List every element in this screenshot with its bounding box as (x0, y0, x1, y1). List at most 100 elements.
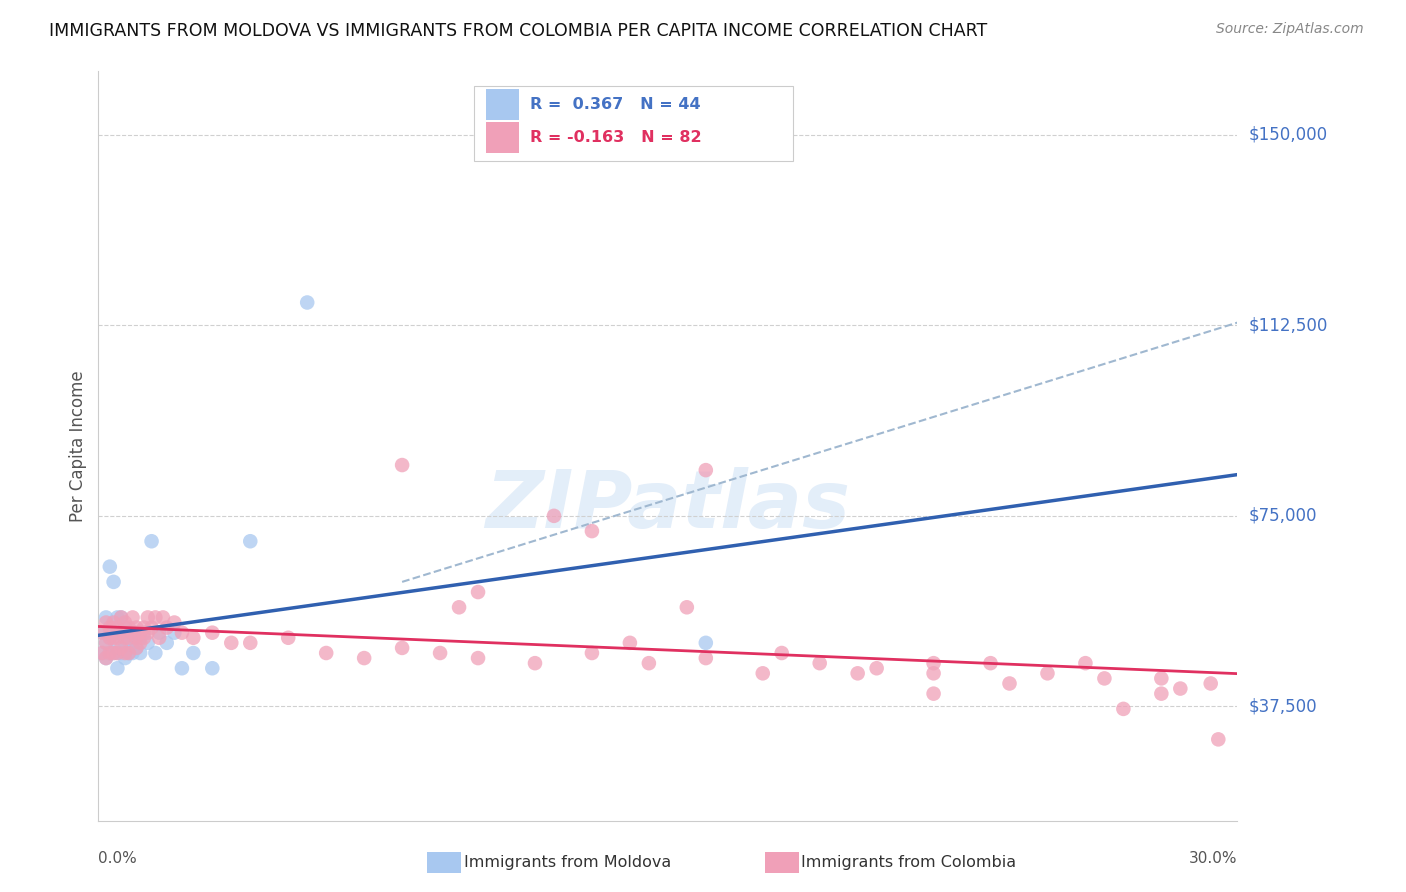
Point (429, 646, 451, 660)
Point (118, 631, 141, 645)
Point (148, 631, 170, 645)
Point (114, 636, 136, 650)
Point (543, 508, 565, 523)
Point (695, 651, 717, 665)
Point (98, 646, 121, 660)
Point (94, 651, 117, 665)
Point (201, 625, 224, 640)
Point (808, 656, 831, 670)
Point (121, 610, 143, 624)
Text: $150,000: $150,000 (1249, 126, 1327, 144)
Point (998, 676, 1021, 690)
Point (125, 631, 148, 645)
Point (129, 631, 152, 645)
Point (163, 615, 186, 630)
Point (922, 666, 945, 681)
Point (103, 646, 125, 660)
Text: R =  0.367   N = 44: R = 0.367 N = 44 (530, 97, 700, 112)
Point (922, 656, 945, 670)
Text: Source: ZipAtlas.com: Source: ZipAtlas.com (1216, 22, 1364, 37)
Text: 0.0%: 0.0% (98, 851, 138, 866)
Point (98, 646, 121, 660)
Point (107, 610, 129, 624)
Point (846, 666, 869, 681)
Point (1150, 672, 1173, 686)
Point (118, 646, 141, 660)
Point (770, 646, 793, 660)
Point (132, 631, 155, 645)
Text: $37,500: $37,500 (1249, 698, 1317, 715)
Text: $75,000: $75,000 (1249, 507, 1317, 524)
Point (110, 646, 132, 660)
Point (156, 621, 179, 635)
Point (866, 661, 889, 675)
Point (91, 646, 114, 660)
FancyBboxPatch shape (485, 121, 519, 153)
Point (125, 640, 148, 655)
Point (121, 636, 143, 650)
Point (1199, 676, 1222, 690)
Point (129, 646, 152, 660)
Point (467, 585, 489, 599)
Point (638, 656, 661, 670)
Point (98, 559, 121, 574)
Point (141, 621, 163, 635)
Point (98, 621, 121, 635)
Point (170, 625, 193, 640)
Point (94, 651, 117, 665)
Point (114, 621, 136, 635)
Point (467, 651, 489, 665)
Point (121, 646, 143, 660)
Point (91, 625, 114, 640)
Text: 30.0%: 30.0% (1189, 851, 1237, 866)
Point (183, 646, 205, 660)
Point (107, 636, 129, 650)
Point (136, 636, 159, 650)
Point (1112, 702, 1135, 716)
Point (619, 636, 641, 650)
Point (239, 534, 262, 549)
Point (107, 661, 129, 675)
Point (129, 636, 152, 650)
Point (110, 610, 132, 624)
Point (1036, 666, 1059, 681)
Point (581, 646, 603, 660)
Point (107, 621, 129, 635)
Point (125, 640, 148, 655)
Point (1074, 656, 1097, 670)
Point (103, 574, 125, 589)
Point (752, 666, 775, 681)
Text: $112,500: $112,500 (1249, 317, 1327, 334)
FancyBboxPatch shape (474, 87, 793, 161)
Point (136, 625, 159, 640)
Point (524, 656, 547, 670)
Point (201, 661, 224, 675)
Point (152, 610, 174, 624)
Text: Immigrants from Moldova: Immigrants from Moldova (464, 855, 671, 870)
Point (1208, 732, 1230, 747)
Point (581, 524, 603, 538)
Point (922, 687, 945, 701)
Point (695, 636, 717, 650)
FancyBboxPatch shape (485, 88, 519, 120)
Point (183, 631, 205, 645)
Point (170, 661, 193, 675)
Point (110, 640, 132, 655)
Point (114, 631, 136, 645)
Point (129, 625, 152, 640)
Point (107, 646, 129, 660)
Point (1150, 687, 1173, 701)
Point (91, 646, 114, 660)
Point (676, 600, 699, 615)
Point (221, 636, 243, 650)
Point (132, 625, 155, 640)
Point (94, 636, 117, 650)
Point (118, 621, 141, 635)
Point (125, 625, 148, 640)
Point (107, 646, 129, 660)
Point (136, 610, 159, 624)
Text: IMMIGRANTS FROM MOLDOVA VS IMMIGRANTS FROM COLOMBIA PER CAPITA INCOME CORRELATIO: IMMIGRANTS FROM MOLDOVA VS IMMIGRANTS FR… (49, 22, 987, 40)
Text: ZIPatlas: ZIPatlas (485, 467, 851, 545)
Point (145, 646, 167, 660)
Point (315, 646, 337, 660)
